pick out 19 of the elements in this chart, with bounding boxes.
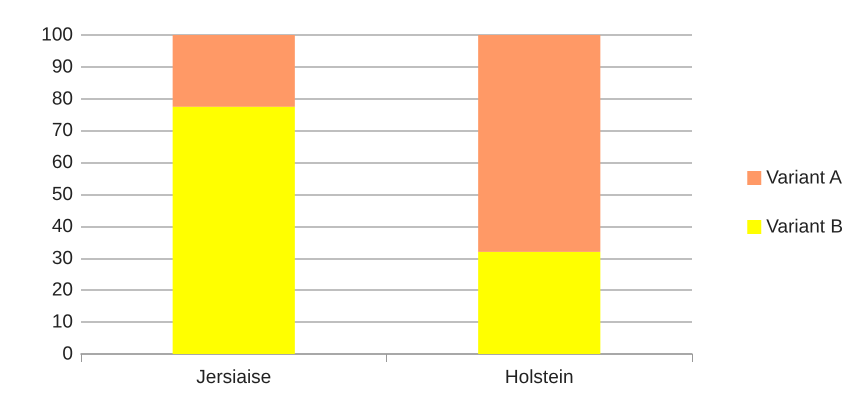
y-tick-label: 50: [52, 184, 73, 205]
bar: [478, 252, 600, 354]
legend-label: Variant A: [766, 168, 842, 188]
y-tick-label: 70: [52, 120, 73, 142]
bar: [172, 106, 295, 354]
bar: [478, 35, 600, 252]
x-tick-label: Jersiaise: [196, 367, 272, 388]
y-tick-label: 100: [41, 24, 73, 46]
y-tick-label: 0: [62, 344, 73, 364]
y-tick-label: 60: [52, 152, 73, 174]
legend-label: Variant B: [766, 216, 844, 238]
y-tick-label: 40: [52, 216, 73, 237]
y-tick-label: 10: [52, 312, 73, 333]
y-tick-label: 90: [52, 56, 73, 78]
y-tick-label: 80: [52, 88, 73, 110]
y-tick-label: 30: [52, 248, 73, 269]
x-tick-label: Holstein: [504, 367, 574, 388]
y-tick-label: 20: [52, 280, 73, 301]
bar: [172, 35, 295, 107]
